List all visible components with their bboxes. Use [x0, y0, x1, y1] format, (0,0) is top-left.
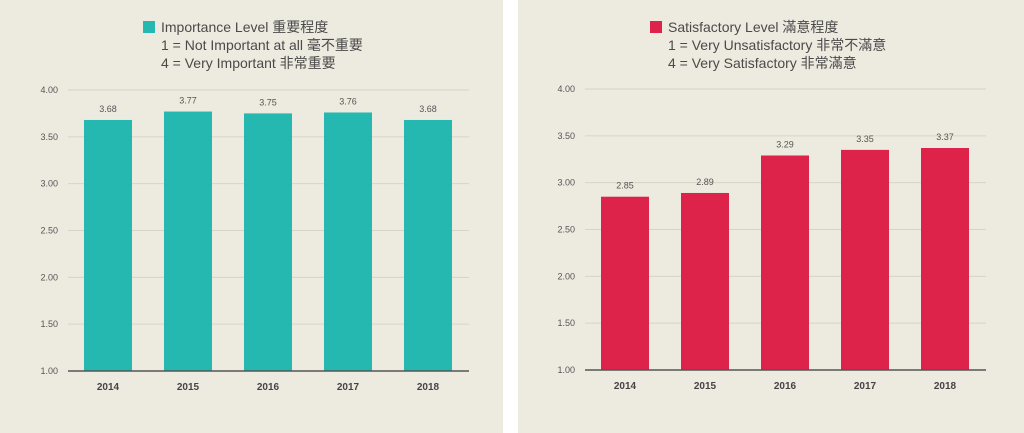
satisfaction-data-label: 3.29: [776, 140, 794, 150]
satisfaction-ytick-label: 1.50: [557, 318, 575, 328]
importance-ytick-label: 4.00: [40, 85, 58, 95]
importance-chart-panel: Importance Level 重要程度 1 = Not Important …: [0, 0, 503, 433]
importance-bar-2014: [84, 119, 132, 372]
importance-bar-2017: [324, 112, 372, 371]
satisfaction-bar-2015: [681, 192, 729, 370]
importance-bar-2015: [164, 111, 212, 371]
satisfaction-legend-title: Satisfactory Level 滿意程度: [668, 19, 839, 35]
satisfaction-ytick-label: 3.00: [557, 178, 575, 188]
satisfaction-ytick-label: 3.50: [557, 131, 575, 141]
satisfaction-category-label: 2014: [614, 381, 637, 392]
importance-bar-2018: [404, 119, 452, 372]
satisfaction-bar-2016: [761, 155, 809, 370]
satisfaction-bar-2018: [921, 148, 969, 370]
satisfaction-legend-swatch: [650, 21, 662, 33]
importance-legend-line-2: 4 = Very Important 非常重要: [161, 55, 336, 71]
importance-ytick-label: 2.50: [40, 226, 58, 236]
importance-data-label: 3.75: [259, 97, 277, 107]
satisfaction-ytick-label: 4.00: [557, 84, 575, 94]
importance-ytick-label: 3.00: [40, 179, 58, 189]
importance-category-label: 2015: [177, 382, 200, 393]
satisfaction-ytick-label: 2.50: [557, 225, 575, 235]
satisfaction-legend: Satisfactory Level 滿意程度 1 = Very Unsatis…: [650, 18, 886, 72]
satisfaction-category-label: 2016: [774, 381, 797, 392]
importance-category-label: 2017: [337, 382, 360, 393]
satisfaction-ytick-label: 1.00: [557, 365, 575, 375]
satisfaction-data-label: 2.89: [696, 177, 714, 187]
satisfaction-category-label: 2018: [934, 381, 957, 392]
satisfaction-legend-line-2: 4 = Very Satisfactory 非常滿意: [668, 55, 857, 71]
satisfaction-data-label: 3.35: [856, 134, 874, 144]
importance-ytick-label: 2.00: [40, 272, 58, 282]
satisfaction-bar-2014: [601, 196, 649, 370]
satisfaction-chart-panel: Satisfactory Level 滿意程度 1 = Very Unsatis…: [518, 0, 1024, 433]
importance-legend-title: Importance Level 重要程度: [161, 19, 329, 35]
importance-category-label: 2014: [97, 382, 120, 393]
importance-ytick-label: 1.50: [40, 319, 58, 329]
satisfaction-ytick-label: 2.00: [557, 271, 575, 281]
satisfaction-legend-line-1: 1 = Very Unsatisfactory 非常不滿意: [668, 37, 887, 53]
satisfaction-data-label: 3.37: [936, 132, 954, 142]
importance-data-label: 3.77: [179, 96, 197, 106]
importance-bar-chart: 1.00 1.50 2.00 2.50 3.00 3.50 4.00 3.68 2014 3.77…: [40, 85, 469, 393]
satisfaction-category-label: 2017: [854, 381, 877, 392]
satisfaction-bar-chart: 1.00 1.50 2.00 2.50 3.00 3.50 4.00 2.85 2014 2.89…: [557, 84, 986, 392]
importance-data-label: 3.68: [99, 104, 117, 114]
importance-category-label: 2016: [257, 382, 280, 393]
importance-category-label: 2018: [417, 382, 440, 393]
importance-legend: Importance Level 重要程度 1 = Not Important …: [143, 18, 363, 72]
importance-ytick-label: 1.00: [40, 366, 58, 376]
importance-legend-swatch: [143, 21, 155, 33]
satisfaction-bar-2017: [841, 149, 889, 370]
importance-data-label: 3.68: [419, 104, 437, 114]
importance-legend-line-1: 1 = Not Important at all 毫不重要: [161, 37, 363, 53]
importance-bar-2016: [244, 113, 292, 372]
importance-data-label: 3.76: [339, 96, 357, 106]
importance-ytick-label: 3.50: [40, 132, 58, 142]
satisfaction-category-label: 2015: [694, 381, 717, 392]
satisfaction-data-label: 2.85: [616, 181, 634, 191]
